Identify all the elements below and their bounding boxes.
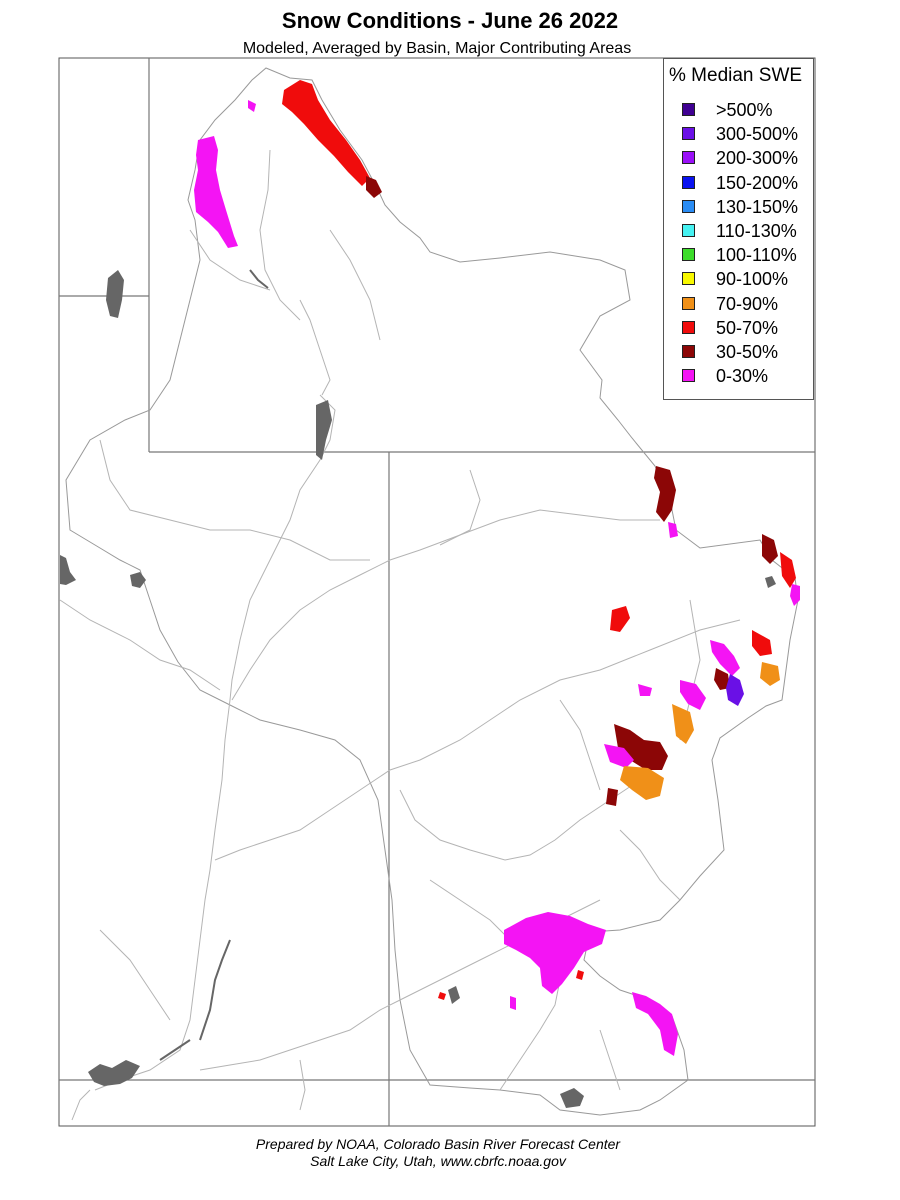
lakes-reservoirs bbox=[60, 270, 776, 1108]
snow-patch bbox=[604, 744, 634, 768]
legend-swatch bbox=[682, 103, 695, 116]
snow-patch bbox=[504, 912, 606, 994]
legend-swatch bbox=[682, 320, 695, 334]
snow-patch bbox=[668, 522, 678, 538]
legend-swatch bbox=[682, 345, 695, 358]
snow-patch bbox=[710, 640, 740, 676]
legend-swatch bbox=[682, 296, 695, 310]
snow-patch bbox=[790, 584, 800, 606]
snow-patch bbox=[610, 606, 630, 632]
legend-label: 110-130% bbox=[716, 221, 797, 241]
legend-label: 150-200% bbox=[716, 172, 799, 193]
snow-patch bbox=[620, 766, 664, 800]
legend-label: 50-70% bbox=[716, 317, 779, 338]
legend-swatch bbox=[682, 224, 695, 237]
legend-title: % Median SWE bbox=[669, 65, 803, 86]
credits: Prepared by NOAA, Colorado Basin River F… bbox=[0, 1136, 876, 1170]
legend: % Median SWE >500% 300-500% 200-300% 150-20… bbox=[663, 58, 814, 400]
legend-swatch bbox=[682, 272, 695, 286]
snow-patch bbox=[762, 534, 778, 564]
reservoir-chains bbox=[159, 269, 269, 1061]
legend-label: 30-50% bbox=[716, 342, 779, 362]
legend-label: 0-30% bbox=[716, 366, 769, 387]
snow-patch bbox=[714, 668, 730, 690]
credits-line-1: Prepared by NOAA, Colorado Basin River F… bbox=[255, 1136, 621, 1152]
snow-patch bbox=[760, 662, 780, 686]
snow-patch bbox=[638, 684, 652, 696]
state-boundaries bbox=[59, 58, 815, 1126]
snow-patch bbox=[680, 680, 706, 710]
snow-patch bbox=[672, 704, 694, 744]
legend-swatch bbox=[682, 369, 695, 383]
legend-swatch bbox=[682, 127, 695, 141]
snow-patch bbox=[752, 630, 772, 656]
legend-label: 200-300% bbox=[716, 148, 799, 169]
snow-patch bbox=[780, 552, 796, 588]
legend-label: 70-90% bbox=[716, 293, 779, 314]
legend-label: 100-110% bbox=[716, 245, 797, 266]
legend-label: >500% bbox=[716, 100, 773, 120]
snow-patch bbox=[510, 996, 516, 1010]
snow-patch bbox=[576, 970, 584, 980]
snow-condition-patches bbox=[194, 80, 800, 1056]
legend-swatch bbox=[682, 199, 695, 213]
map-frame bbox=[58, 57, 816, 1127]
snow-patch bbox=[438, 992, 446, 1000]
legend-swatch bbox=[682, 175, 695, 189]
snow-patch bbox=[282, 80, 370, 186]
legend-label: 130-150% bbox=[716, 196, 799, 217]
snow-patch bbox=[654, 466, 676, 522]
river-network bbox=[59, 149, 741, 1121]
credits-line-2: Salt Lake City, Utah, www.cbrfc.noaa.gov bbox=[310, 1153, 566, 1169]
snow-patch bbox=[726, 674, 744, 706]
snow-patch bbox=[614, 724, 668, 770]
snow-patch bbox=[606, 788, 618, 806]
legend-swatch bbox=[682, 248, 695, 262]
snow-patch bbox=[194, 136, 238, 248]
snow-patch bbox=[632, 992, 678, 1056]
map-subtitle: Modeled, Averaged by Basin, Major Contri… bbox=[242, 40, 632, 57]
snow-patch bbox=[366, 176, 382, 198]
snow-patch bbox=[248, 100, 256, 112]
legend-label: 90-100% bbox=[716, 269, 789, 290]
legend-swatch bbox=[682, 151, 695, 165]
legend-label: 300-500% bbox=[716, 124, 799, 145]
map-title: Snow Conditions - June 26 2022 bbox=[281, 8, 619, 33]
